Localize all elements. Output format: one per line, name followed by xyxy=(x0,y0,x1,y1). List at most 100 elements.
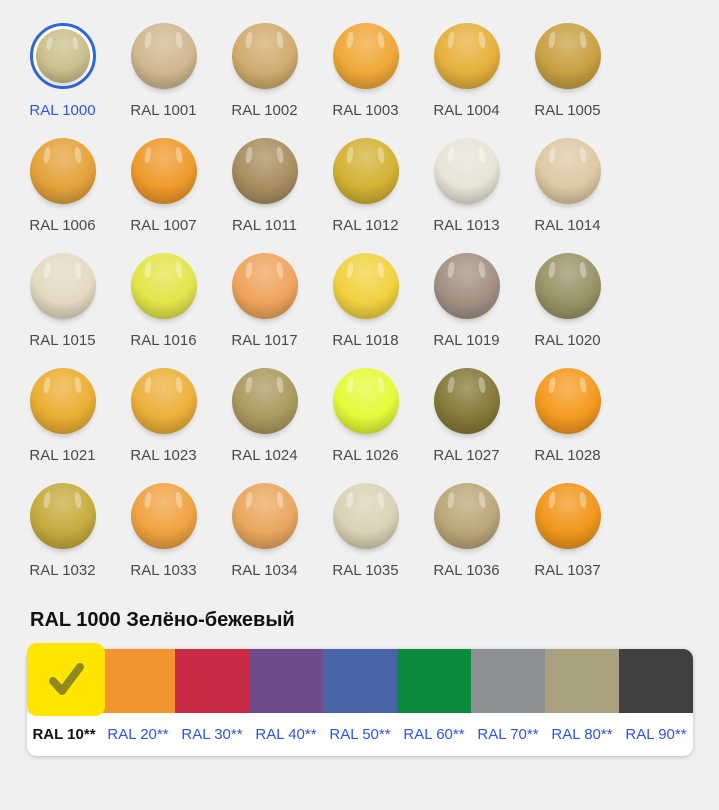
color-label[interactable]: RAL 1004 xyxy=(433,102,500,119)
color-cell[interactable]: RAL 1013 xyxy=(416,127,517,242)
color-ball[interactable] xyxy=(534,368,601,434)
color-cell[interactable]: RAL 1028 xyxy=(517,357,618,472)
color-label[interactable]: RAL 1003 xyxy=(332,102,399,119)
group-tab[interactable]: RAL 70** xyxy=(477,726,539,743)
color-label[interactable]: RAL 1013 xyxy=(433,217,500,234)
color-label[interactable]: RAL 1000 xyxy=(29,102,96,119)
color-cell[interactable]: RAL 1027 xyxy=(416,357,517,472)
color-cell[interactable]: RAL 1032 xyxy=(12,472,113,587)
color-cell[interactable]: RAL 1003 xyxy=(315,12,416,127)
color-ball[interactable] xyxy=(433,368,500,434)
group-tab[interactable]: RAL 10** xyxy=(32,726,96,743)
color-label[interactable]: RAL 1002 xyxy=(231,102,298,119)
color-ball[interactable] xyxy=(231,253,298,319)
color-ball[interactable] xyxy=(231,483,298,549)
group-tab[interactable]: RAL 40** xyxy=(255,726,317,743)
group-tab[interactable]: RAL 90** xyxy=(625,726,687,743)
group-color-swatch[interactable] xyxy=(323,649,397,713)
color-cell[interactable]: RAL 1033 xyxy=(113,472,214,587)
color-ball[interactable] xyxy=(231,23,298,89)
color-label[interactable]: RAL 1016 xyxy=(130,332,197,349)
color-label[interactable]: RAL 1026 xyxy=(332,447,399,464)
color-label[interactable]: RAL 1020 xyxy=(534,332,601,349)
color-label[interactable]: RAL 1014 xyxy=(534,217,601,234)
color-cell[interactable]: RAL 1036 xyxy=(416,472,517,587)
color-ball[interactable] xyxy=(433,23,500,89)
color-label[interactable]: RAL 1035 xyxy=(332,562,399,579)
group-color-swatch[interactable] xyxy=(619,649,693,713)
color-label[interactable]: RAL 1017 xyxy=(231,332,298,349)
color-ball[interactable] xyxy=(130,253,197,319)
group-color-swatch[interactable] xyxy=(545,649,619,713)
color-ball[interactable] xyxy=(534,23,601,89)
color-ball[interactable] xyxy=(130,483,197,549)
color-ball[interactable] xyxy=(130,138,197,204)
color-cell[interactable]: RAL 1016 xyxy=(113,242,214,357)
color-ball[interactable] xyxy=(231,368,298,434)
color-cell[interactable]: RAL 1034 xyxy=(214,472,315,587)
color-cell[interactable]: RAL 1006 xyxy=(12,127,113,242)
color-ball[interactable] xyxy=(433,138,500,204)
color-cell[interactable]: RAL 1017 xyxy=(214,242,315,357)
color-label[interactable]: RAL 1033 xyxy=(130,562,197,579)
color-ball[interactable] xyxy=(332,253,399,319)
group-tab[interactable]: RAL 80** xyxy=(551,726,613,743)
color-cell[interactable]: RAL 1001 xyxy=(113,12,214,127)
group-tab[interactable]: RAL 50** xyxy=(329,726,391,743)
color-ball[interactable] xyxy=(433,483,500,549)
group-tab[interactable]: RAL 30** xyxy=(181,726,243,743)
color-ball[interactable] xyxy=(433,253,500,319)
color-cell[interactable]: RAL 1000 xyxy=(12,12,113,127)
color-cell[interactable]: RAL 1002 xyxy=(214,12,315,127)
color-ball[interactable] xyxy=(534,253,601,319)
color-label[interactable]: RAL 1007 xyxy=(130,217,197,234)
color-label[interactable]: RAL 1005 xyxy=(534,102,601,119)
group-color-swatch[interactable] xyxy=(27,643,105,716)
group-color-swatch[interactable] xyxy=(101,649,175,713)
color-label[interactable]: RAL 1023 xyxy=(130,447,197,464)
color-cell[interactable]: RAL 1005 xyxy=(517,12,618,127)
group-color-swatch[interactable] xyxy=(397,649,471,713)
color-cell[interactable]: RAL 1035 xyxy=(315,472,416,587)
color-ball[interactable] xyxy=(332,23,399,89)
color-ball[interactable] xyxy=(332,138,399,204)
color-label[interactable]: RAL 1027 xyxy=(433,447,500,464)
color-cell[interactable]: RAL 1037 xyxy=(517,472,618,587)
color-cell[interactable]: RAL 1014 xyxy=(517,127,618,242)
color-label[interactable]: RAL 1034 xyxy=(231,562,298,579)
color-cell[interactable]: RAL 1007 xyxy=(113,127,214,242)
color-label[interactable]: RAL 1006 xyxy=(29,217,96,234)
color-cell[interactable]: RAL 1019 xyxy=(416,242,517,357)
color-ball[interactable] xyxy=(130,23,197,89)
color-ball[interactable] xyxy=(534,138,601,204)
color-ball[interactable] xyxy=(29,368,96,434)
color-label[interactable]: RAL 1024 xyxy=(231,447,298,464)
color-ball[interactable] xyxy=(29,253,96,319)
color-label[interactable]: RAL 1018 xyxy=(332,332,399,349)
color-ball[interactable] xyxy=(231,138,298,204)
color-cell[interactable]: RAL 1026 xyxy=(315,357,416,472)
color-cell[interactable]: RAL 1021 xyxy=(12,357,113,472)
color-cell[interactable]: RAL 1020 xyxy=(517,242,618,357)
color-cell[interactable]: RAL 1023 xyxy=(113,357,214,472)
group-color-swatch[interactable] xyxy=(471,649,545,713)
color-label[interactable]: RAL 1021 xyxy=(29,447,96,464)
color-cell[interactable]: RAL 1015 xyxy=(12,242,113,357)
color-label[interactable]: RAL 1019 xyxy=(433,332,500,349)
color-ball[interactable] xyxy=(29,483,96,549)
color-ball[interactable] xyxy=(130,368,197,434)
color-ball[interactable] xyxy=(332,368,399,434)
color-ball[interactable] xyxy=(35,29,90,83)
color-label[interactable]: RAL 1036 xyxy=(433,562,500,579)
group-tab[interactable]: RAL 60** xyxy=(403,726,465,743)
color-label[interactable]: RAL 1028 xyxy=(534,447,601,464)
color-ball[interactable] xyxy=(534,483,601,549)
color-label[interactable]: RAL 1015 xyxy=(29,332,96,349)
color-label[interactable]: RAL 1012 xyxy=(332,217,399,234)
group-color-swatch[interactable] xyxy=(249,649,323,713)
color-label[interactable]: RAL 1032 xyxy=(29,562,96,579)
color-label[interactable]: RAL 1011 xyxy=(231,217,298,234)
color-ball[interactable] xyxy=(29,138,96,204)
color-cell[interactable]: RAL 1024 xyxy=(214,357,315,472)
group-color-swatch[interactable] xyxy=(175,649,249,713)
